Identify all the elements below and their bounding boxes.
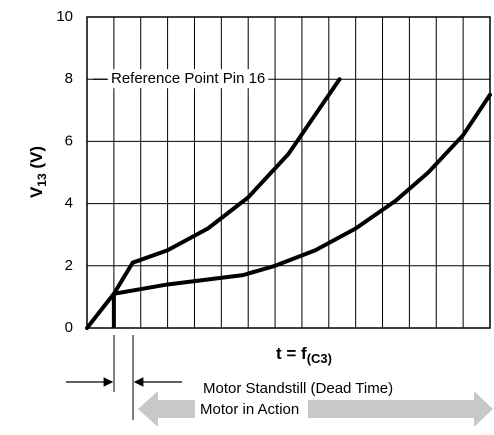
curves bbox=[85, 77, 492, 330]
y-tick-label: 8 bbox=[65, 70, 73, 87]
gray-arrow bbox=[138, 391, 195, 427]
curve bbox=[85, 77, 342, 330]
y-tick-label: 10 bbox=[56, 8, 73, 25]
gray-arrow bbox=[308, 391, 493, 427]
y-tick-label: 6 bbox=[65, 132, 73, 149]
curve bbox=[111, 92, 492, 296]
x-axis-label: t = f(C3) bbox=[276, 344, 332, 366]
annotation: Reference Point Pin 16 bbox=[111, 70, 265, 87]
y-tick-label: 4 bbox=[65, 195, 73, 212]
y-tick-label: 2 bbox=[65, 257, 73, 274]
y-axis-label: V13 (V) bbox=[27, 146, 49, 198]
annotation: Motor in Action bbox=[200, 401, 299, 418]
annotation-bg bbox=[108, 69, 269, 89]
plot-frame bbox=[86, 16, 491, 329]
x-label-main: t = f bbox=[276, 344, 307, 363]
y-label-sub: 13 bbox=[35, 173, 49, 187]
x-label-sub: (C3) bbox=[307, 351, 332, 366]
annotation: Motor Standstill (Dead Time) bbox=[203, 380, 393, 397]
y-label-unit: (V) bbox=[27, 146, 46, 173]
grid: 0 2 4 6 8 10 Reference Point Pin 16 bbox=[56, 8, 491, 336]
y-label-main: V bbox=[27, 186, 46, 198]
y-tick-label: 0 bbox=[65, 319, 73, 336]
